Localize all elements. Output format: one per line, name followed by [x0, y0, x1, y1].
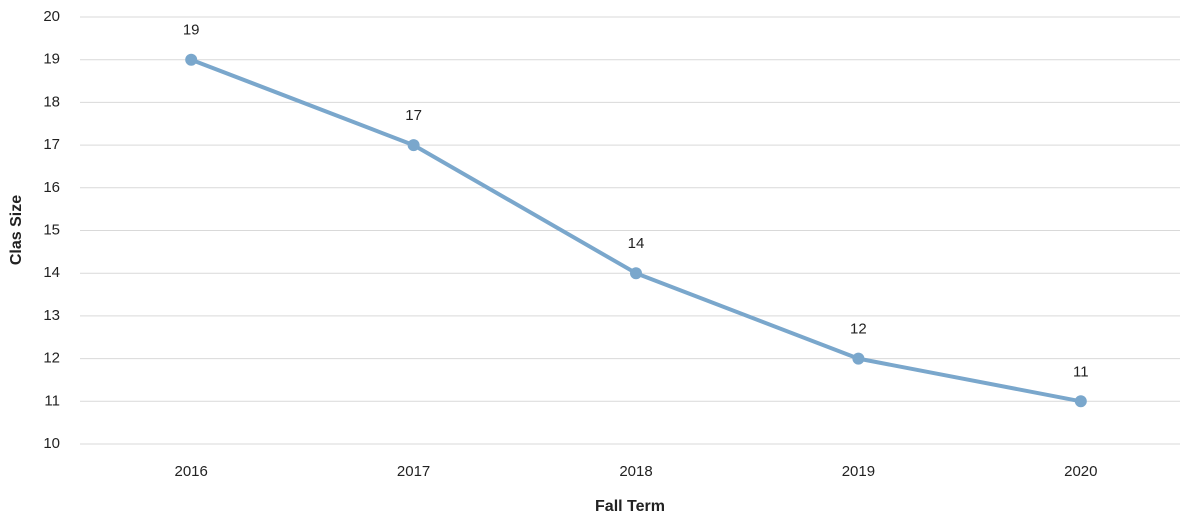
- y-tick-label: 14: [43, 264, 60, 281]
- data-label: 17: [405, 107, 422, 124]
- y-tick-label: 18: [43, 93, 60, 110]
- y-tick-label: 10: [43, 435, 60, 452]
- y-tick-label: 16: [43, 179, 60, 196]
- y-tick-label: 20: [43, 8, 60, 25]
- y-tick-label: 19: [43, 51, 60, 68]
- data-label: 14: [628, 235, 645, 252]
- data-label: 12: [850, 321, 867, 338]
- x-tick-label: 2020: [1064, 463, 1097, 480]
- x-tick-label: 2019: [842, 463, 875, 480]
- marker: [185, 53, 198, 66]
- y-tick-label: 11: [44, 392, 60, 409]
- x-tick-label: 2018: [619, 463, 652, 480]
- marker: [407, 139, 420, 152]
- x-tick-label: 2017: [397, 463, 430, 480]
- data-label: 11: [1073, 363, 1089, 380]
- y-tick-label: 12: [43, 350, 60, 367]
- marker: [1074, 395, 1087, 408]
- data-label: 19: [183, 22, 200, 39]
- marker: [852, 352, 865, 365]
- x-tick-label: 2016: [175, 463, 208, 480]
- x-axis-title: Fall Term: [595, 498, 665, 515]
- y-tick-label: 13: [43, 307, 60, 324]
- y-axis-title: Clas Size: [8, 195, 25, 265]
- y-tick-label: 17: [43, 136, 60, 153]
- marker: [630, 267, 642, 280]
- y-tick-label: 15: [43, 221, 60, 238]
